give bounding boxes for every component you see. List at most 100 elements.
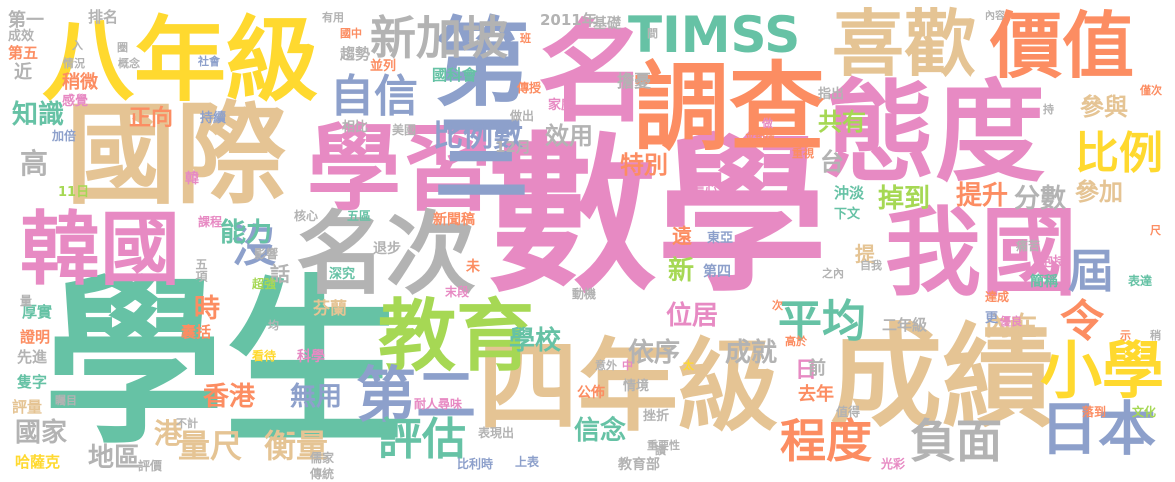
word-xiaoyong: 效用	[545, 122, 593, 150]
word-mei: 沒	[232, 221, 276, 272]
word-diyi: 第一	[8, 10, 44, 31]
word-shangbiao: 上表	[515, 455, 540, 469]
word-chixu: 持續	[200, 111, 227, 126]
word-du: 讀	[655, 444, 666, 457]
word-jinci: 僅次	[1140, 84, 1162, 97]
word-liang: 量	[20, 294, 33, 308]
word-pingjunzhi: 平均值	[745, 134, 775, 145]
word-mingci: 名次	[296, 202, 476, 307]
word-dongya: 東亞	[707, 231, 734, 246]
word-bilishu: 比例數	[433, 119, 523, 154]
word-zuochu: 做出	[510, 109, 535, 123]
word-disan: 第三	[417, 12, 529, 204]
word-chaoqiang: 超強	[252, 277, 277, 291]
word-jun: 均	[268, 319, 279, 332]
word-luodao: 落到	[1082, 405, 1107, 419]
word-rujia: 儒家	[310, 451, 335, 465]
word-kexue: 科學	[297, 349, 325, 365]
word-chi: 持	[1043, 103, 1054, 116]
word-weiju: 位居	[666, 301, 719, 331]
word-ming: 名	[538, 9, 648, 137]
word-qingjing: 情境	[623, 379, 650, 394]
word-zhongyaoxing: 重要性	[647, 439, 680, 452]
word-tebie: 特別	[620, 151, 668, 179]
word-han: 韓	[185, 171, 199, 187]
word-kecheng: 課程	[198, 215, 223, 229]
word-diaodao: 掉到	[878, 184, 931, 214]
word-baochi: 抱持	[1040, 255, 1067, 270]
word-shuxue: 數學	[487, 118, 828, 316]
word-woguo: 我國	[885, 197, 1077, 309]
word-yiwai: 意外	[595, 359, 617, 372]
word-nengli: 能力	[220, 218, 273, 248]
word-ban: 班	[520, 32, 531, 45]
word-hua: 話	[270, 262, 290, 286]
word-shaowei: 稍微	[62, 72, 98, 93]
word-gongbu: 公佈	[577, 385, 605, 401]
word-xinnian: 信念	[574, 416, 627, 446]
word-2011nian: 2011年	[540, 11, 597, 29]
word-xiangbi: 相比	[342, 120, 369, 135]
word-xin: 新	[668, 256, 695, 286]
word-ganjue: 感覺	[62, 94, 89, 109]
word-canyu: 參與	[1080, 93, 1128, 121]
word-nangkuo: 囊括	[181, 323, 212, 341]
word-chongdan: 沖淡	[834, 184, 865, 202]
word-bilishi: 比利時	[457, 457, 494, 471]
word-ziwo: 自我	[860, 259, 882, 272]
word-dier: 第二	[356, 361, 476, 431]
word-pingjun: 平均	[778, 296, 866, 347]
word-tongku: 痛苦	[1016, 239, 1041, 253]
word-qushi: 趨勢	[340, 45, 371, 63]
word-xinxin: 信心	[693, 182, 718, 196]
word-jian: 間	[647, 27, 658, 40]
word-qunian: 去年	[798, 384, 834, 405]
word-timss: TIMSS	[628, 6, 801, 64]
word-diaocha: 調查	[633, 52, 825, 164]
word-ti: 提	[855, 242, 875, 266]
word-paiming: 排名	[88, 8, 119, 26]
word-tai-2: 太	[683, 359, 694, 372]
word-guokehui: 國科會	[432, 66, 478, 84]
word-diwu: 第五	[8, 44, 39, 62]
word-xinjiapo: 新加坡	[370, 11, 508, 65]
word-fenlan: 芬蘭	[313, 299, 347, 319]
word-zhizi: 隻字	[17, 373, 48, 391]
word-zhinei: 之內	[822, 267, 844, 280]
word-tisheng: 提升	[956, 181, 1009, 211]
word-zhishi: 知識	[12, 100, 65, 130]
word-youliang: 優良	[1000, 315, 1022, 328]
word-hexin: 核心	[294, 209, 319, 223]
word-yuan: 遠	[672, 224, 692, 248]
word-guangcai: 光彩	[881, 457, 906, 471]
word-fenshu: 分數	[1014, 184, 1067, 214]
word-yixu: 依序	[628, 338, 681, 368]
word-ernianji: 二年級	[882, 316, 928, 334]
word-biaoda: 表達	[1128, 274, 1153, 288]
word-disi: 第四	[703, 264, 731, 280]
word-houshi: 厚實	[22, 303, 53, 321]
word-shehui: 社會	[198, 55, 220, 68]
word-taidu: 態度	[825, 69, 1045, 197]
word-zuo: 做	[762, 117, 773, 130]
word-wei: 未	[466, 259, 480, 275]
word-chuantong: 傳統	[310, 467, 335, 481]
word-chengji: 成績	[830, 313, 1054, 443]
word-danyou: 擔憂	[617, 72, 651, 92]
word-yingxiang: 影響	[254, 247, 279, 261]
word-zhong-2: 中	[622, 359, 633, 372]
word-xiawen: 下文	[834, 207, 861, 222]
word-liangchi: 量尺	[178, 427, 243, 465]
word-biaoxianchu: 表現出	[478, 426, 515, 440]
word-pingjia: 評價	[138, 459, 163, 473]
word-zhichu: 指出	[818, 87, 845, 102]
word-jie: 屆	[1068, 244, 1114, 298]
word-tai: 台	[820, 148, 844, 176]
word-zhengxiang: 正向	[129, 106, 174, 131]
word-xinwengao: 新聞稿	[433, 212, 475, 228]
word-xuesheng: 學生	[44, 260, 405, 469]
word-neizai: 內在	[985, 312, 1038, 342]
word-qingkuang: 情況	[63, 57, 85, 70]
word-chi-2: 尺	[1150, 224, 1161, 237]
word-shenjiu: 深究	[329, 267, 356, 282]
